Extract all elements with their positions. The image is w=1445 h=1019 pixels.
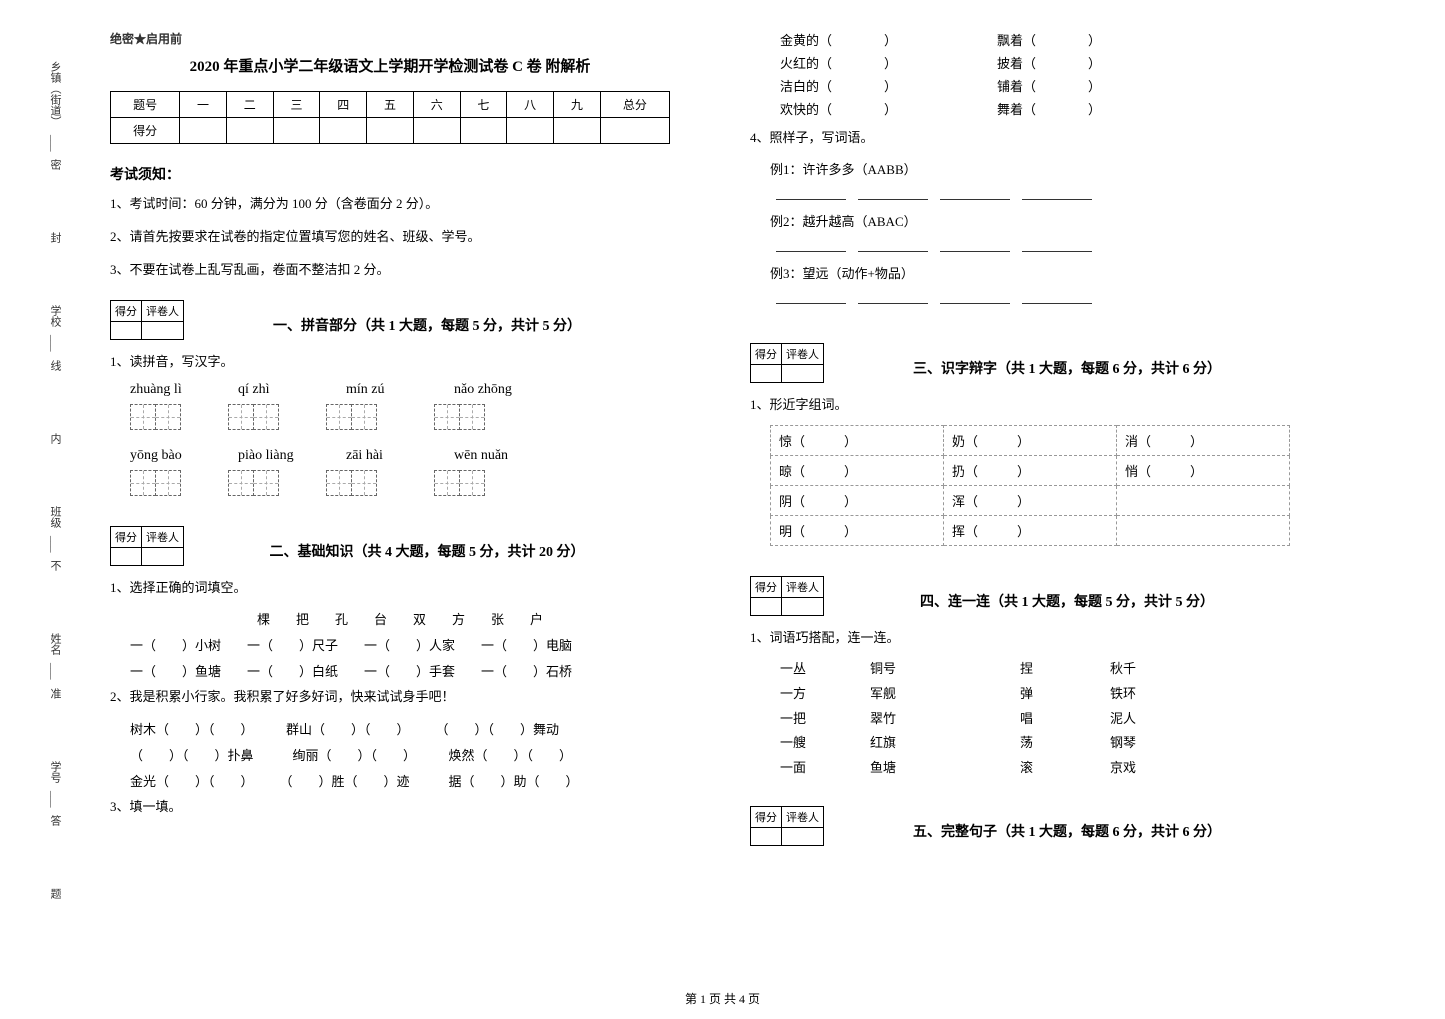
char-cell[interactable] — [434, 404, 460, 430]
binding-margin: 乡镇（街道） ___ 密 封 学校 ___ 线 内 班级 ___ 不 姓名 __… — [20, 30, 90, 930]
page-footer: 第 1 页 共 4 页 — [685, 990, 760, 1007]
blank-line — [770, 287, 1310, 313]
section-1-title: 一、拼音部分（共 1 大题，每题 5 分，共计 5 分） — [184, 300, 670, 335]
pair-row: 金黄的（ ）飘着（ ） — [780, 30, 1310, 49]
grader-box: 得分评卷人 — [750, 343, 824, 383]
fill-line: 金光（ ）（ ） （ ）胜（ ）迹 据（ ）助（ ） — [130, 769, 670, 795]
score-summary-table: 题号 一 二 三 四 五 六 七 八 九 总分 得分 — [110, 91, 670, 144]
section-5-header: 得分评卷人 五、完整句子（共 1 大题，每题 6 分，共计 6 分） — [750, 806, 1310, 846]
notice-item: 2、请首先按要求在试卷的指定位置填写您的姓名、班级、学号。 — [110, 227, 670, 248]
table-row: 题号 一 二 三 四 五 六 七 八 九 总分 — [111, 92, 670, 118]
notice-item: 3、不要在试卷上乱写乱画，卷面不整洁扣 2 分。 — [110, 260, 670, 281]
char-cell[interactable] — [459, 470, 485, 496]
section-5-title: 五、完整句子（共 1 大题，每题 6 分，共计 6 分） — [824, 806, 1310, 841]
char-cell[interactable] — [434, 470, 460, 496]
pinyin-row-2: yōng bào piào liàng zāi hài wēn nuǎn — [130, 448, 670, 464]
char-cell[interactable] — [326, 404, 352, 430]
right-column: 金黄的（ ）飘着（ ） 火红的（ ）披着（ ） 洁白的（ ）铺着（ ） 欢快的（… — [750, 30, 1310, 856]
char-cell[interactable] — [253, 470, 279, 496]
char-cell[interactable] — [155, 404, 181, 430]
fill-line: 一（ ）鱼塘 一（ ）白纸 一（ ）手套 一（ ）石桥 — [130, 659, 670, 685]
vt-label: 班级 — [47, 506, 63, 528]
section-3-header: 得分评卷人 三、识字辩字（共 1 大题，每题 6 分，共计 6 分） — [750, 343, 1310, 383]
notice-item: 1、考试时间：60 分钟，满分为 100 分（含卷面分 2 分）。 — [110, 194, 670, 215]
s4-q1-label: 1、词语巧搭配，连一连。 — [750, 626, 1310, 649]
section-2-title: 二、基础知识（共 4 大题，每题 5 分，共计 20 分） — [184, 526, 670, 561]
section-2-header: 得分评卷人 二、基础知识（共 4 大题，每题 5 分，共计 20 分） — [110, 526, 670, 566]
vt-label: 学校 — [47, 305, 63, 327]
section-4-header: 得分评卷人 四、连一连（共 1 大题，每题 5 分，共计 5 分） — [750, 576, 1310, 616]
example-line: 例2：越升越高（ABAC） — [770, 209, 1310, 235]
main-title: 2020 年重点小学二年级语文上学期开学检测试卷 C 卷 附解析 — [110, 55, 670, 76]
char-cell[interactable] — [155, 470, 181, 496]
notice-title: 考试须知： — [110, 164, 670, 184]
example-line: 例3：望远（动作+物品） — [770, 261, 1310, 287]
fill-line: 一（ ）小树 一（ ）尺子 一（ ）人家 一（ ）电脑 — [130, 633, 670, 659]
char-box-row-2 — [130, 470, 670, 496]
char-cell[interactable] — [351, 470, 377, 496]
char-cell[interactable] — [326, 470, 352, 496]
example-line: 例1：许许多多（AABB） — [770, 157, 1310, 183]
char-cell[interactable] — [130, 404, 156, 430]
section-1-header: 得分评卷人 一、拼音部分（共 1 大题，每题 5 分，共计 5 分） — [110, 300, 670, 340]
char-box-row-1 — [130, 404, 670, 430]
pair-row: 欢快的（ ）舞着（ ） — [780, 99, 1310, 118]
secret-label: 绝密★启用前 — [110, 30, 670, 47]
vt-label: 姓名 — [47, 633, 63, 655]
char-cell[interactable] — [228, 404, 254, 430]
fill-line: 树木（ ）（ ） 群山（ ）（ ） （ ）（ ）舞动 — [130, 717, 670, 743]
grader-box: 得分评卷人 — [750, 806, 824, 846]
grader-box: 得分评卷人 — [110, 300, 184, 340]
pinyin-row-1: zhuàng lì qí zhì mín zú nǎo zhōng — [130, 382, 670, 398]
table-row: 得分 — [111, 118, 670, 144]
char-cell[interactable] — [228, 470, 254, 496]
fill-line: （ ）（ ）扑鼻 绚丽（ ）（ ） 焕然（ ）（ ） — [130, 743, 670, 769]
char-cell[interactable] — [459, 404, 485, 430]
page-content: 绝密★启用前 2020 年重点小学二年级语文上学期开学检测试卷 C 卷 附解析 … — [110, 30, 1410, 856]
blank-line — [770, 235, 1310, 261]
section-4-title: 四、连一连（共 1 大题，每题 5 分，共计 5 分） — [824, 576, 1310, 611]
s3-q1-label: 1、形近字组词。 — [750, 393, 1310, 416]
pair-row: 火红的（ ）披着（ ） — [780, 53, 1310, 72]
s2-q4-label: 4、照样子，写词语。 — [750, 126, 1310, 149]
left-column: 绝密★启用前 2020 年重点小学二年级语文上学期开学检测试卷 C 卷 附解析 … — [110, 30, 670, 856]
pair-row: 洁白的（ ）铺着（ ） — [780, 76, 1310, 95]
char-cell[interactable] — [253, 404, 279, 430]
grader-box: 得分评卷人 — [750, 576, 824, 616]
blank-line — [770, 183, 1310, 209]
word-bank: 棵 把 孔 台 双 方 张 户 — [130, 607, 670, 633]
q1-label: 1、读拼音，写汉字。 — [110, 350, 670, 373]
s2-q2-label: 2、我是积累小行家。我积累了好多好词，快来试试身手吧！ — [110, 685, 670, 708]
s2-q3-label: 3、填一填。 — [110, 795, 670, 818]
vt-label: 学号 — [47, 761, 63, 783]
vt-label: 乡镇（街道） — [47, 61, 63, 127]
match-table: 一丛铜号捏秋千 一方军舰弹铁环 一把翠竹唱泥人 一艘红旗荡钢琴 一面鱼塘滚京戏 — [750, 657, 1310, 780]
section-3-title: 三、识字辩字（共 1 大题，每题 6 分，共计 6 分） — [824, 343, 1310, 378]
char-cell[interactable] — [130, 470, 156, 496]
near-char-table: 惊（ ）奶（ ）消（ ） 晾（ ）扔（ ）悄（ ） 阴（ ）浑（ ） 明（ ）挥… — [770, 425, 1290, 546]
s2-q1-label: 1、选择正确的词填空。 — [110, 576, 670, 599]
char-cell[interactable] — [351, 404, 377, 430]
grader-box: 得分评卷人 — [110, 526, 184, 566]
